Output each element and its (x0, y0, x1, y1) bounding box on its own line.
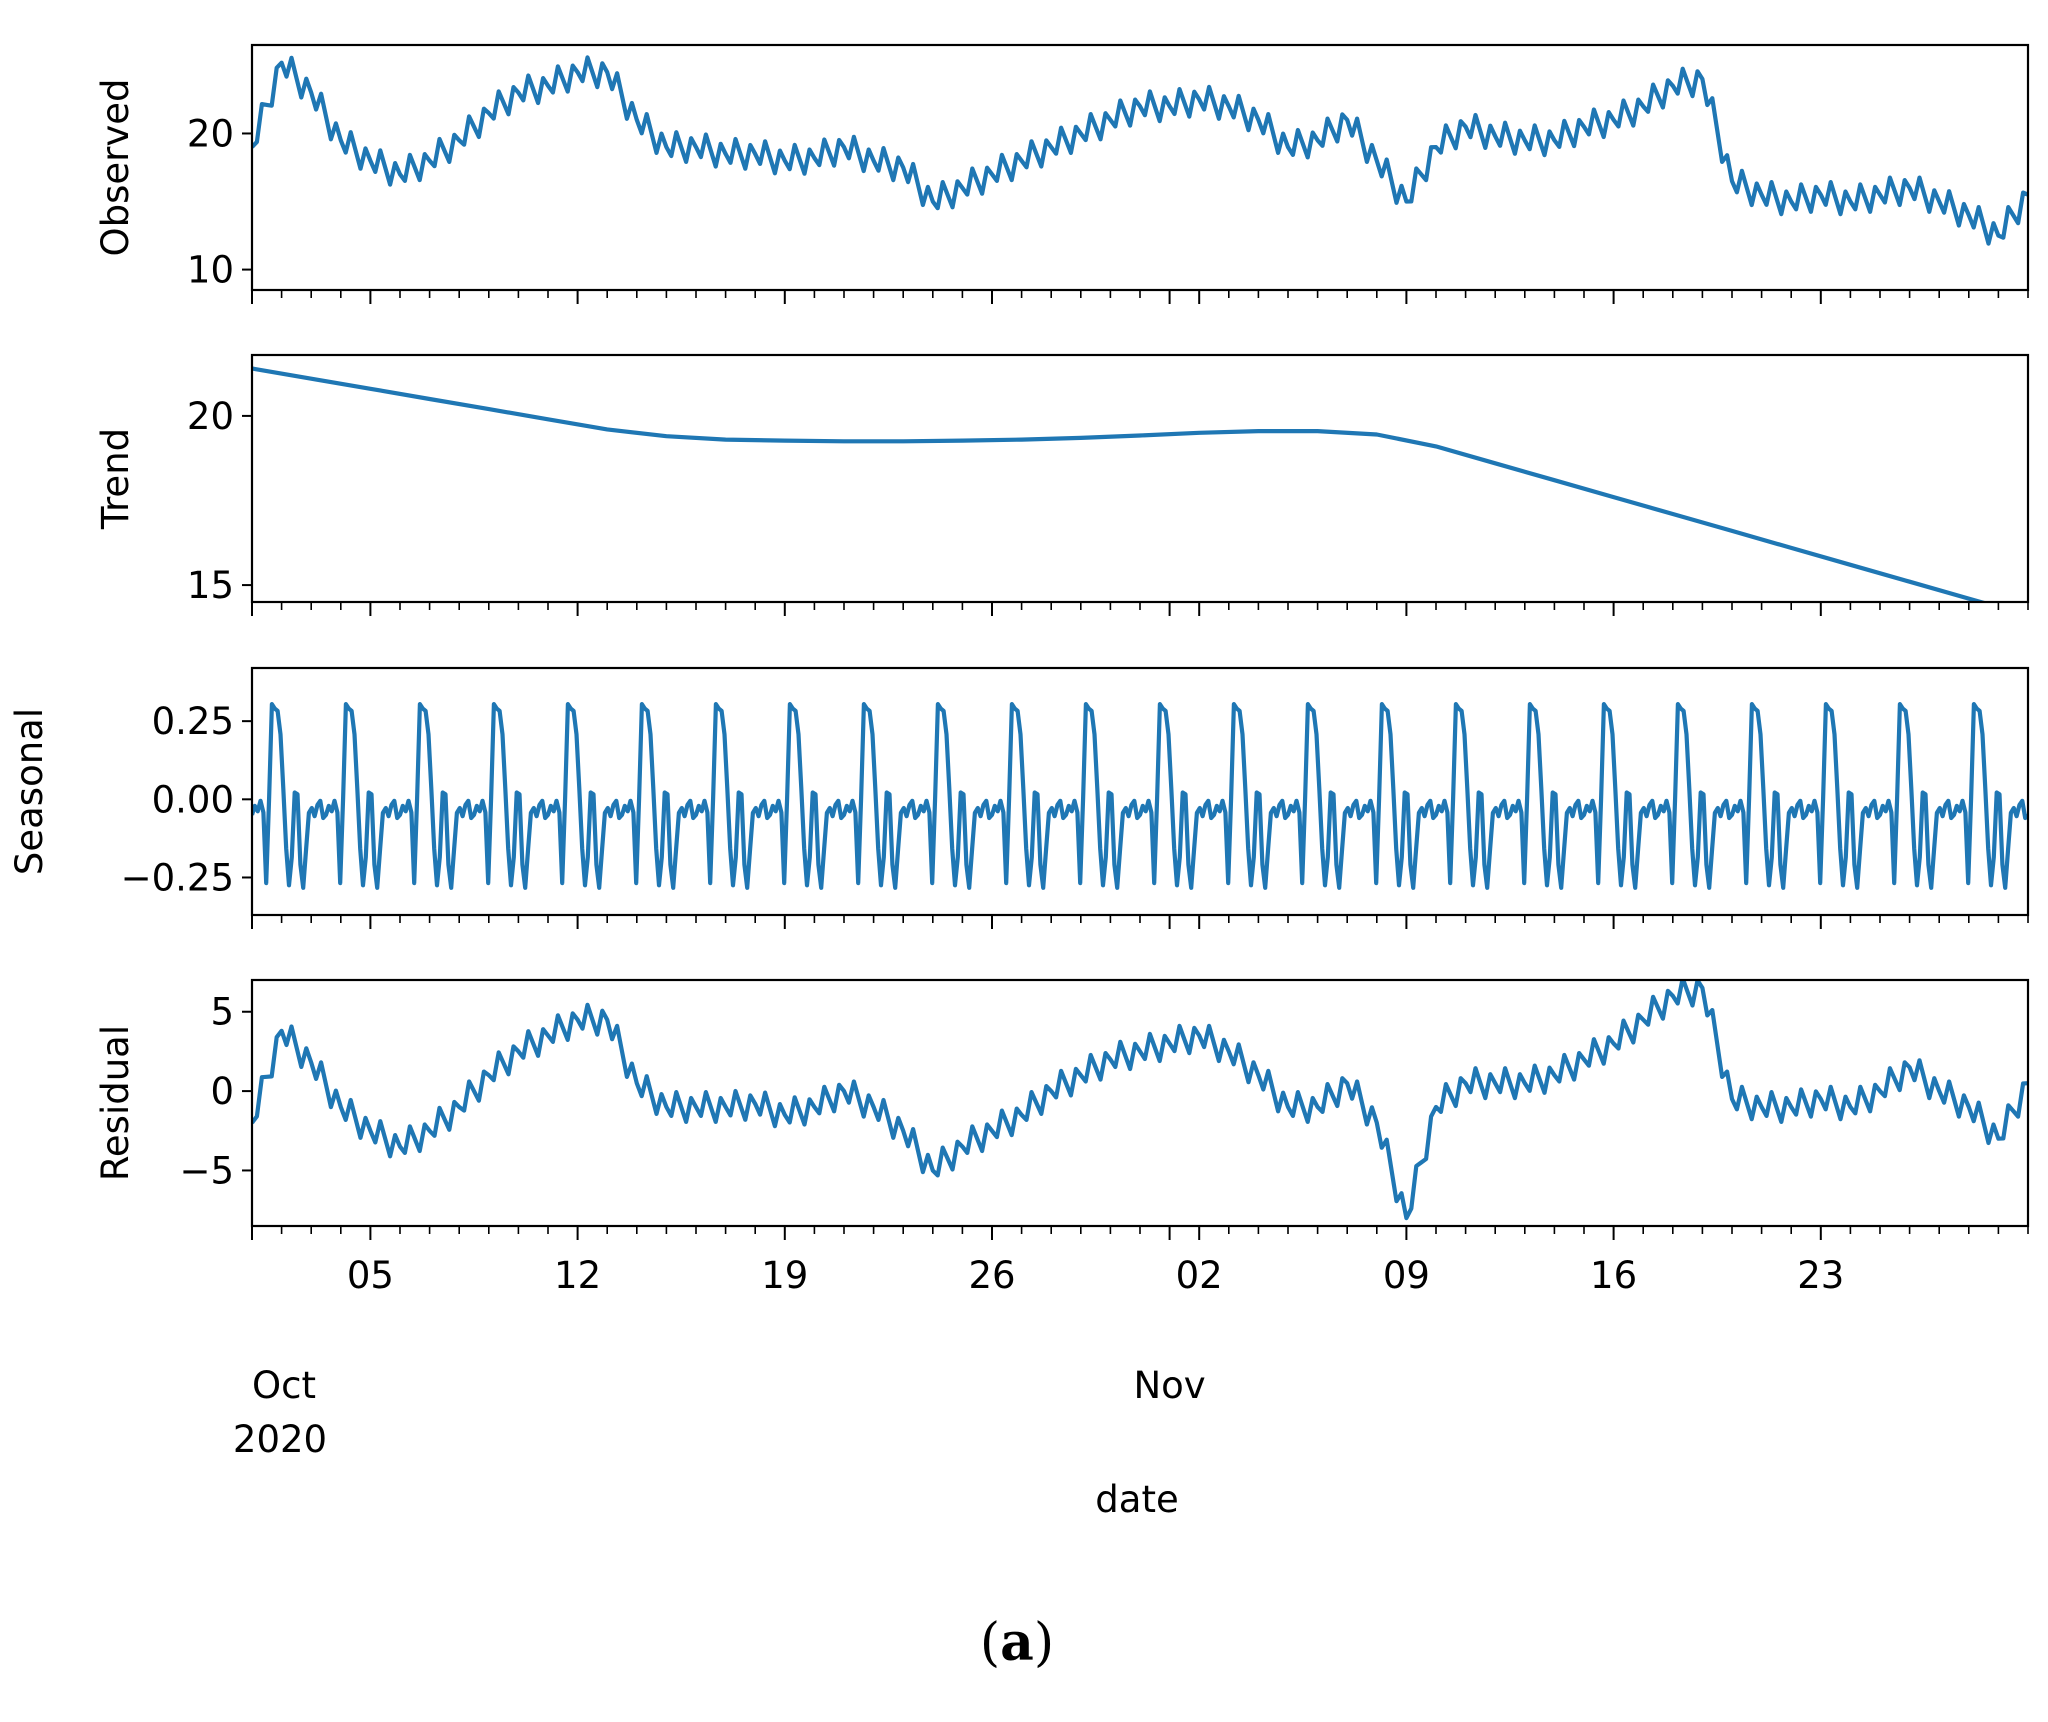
observed-y-axis-label: Observed (94, 78, 137, 256)
residual-y-tick-label: 5 (210, 991, 234, 1034)
seasonal-y-tick-label: 0.25 (152, 700, 234, 743)
x-year-label-2020: 2020 (233, 1418, 327, 1461)
x-tick-label: 23 (1797, 1254, 1844, 1297)
x-tick-label: 12 (554, 1254, 601, 1297)
figure-caption: (a) (980, 1612, 1054, 1673)
trend-y-axis-label: Trend (94, 428, 137, 530)
svg-text:(a): (a) (980, 1612, 1054, 1673)
panel-observed: 10 20 Observed (94, 43, 2030, 304)
observed-axes-frame (250, 43, 2030, 292)
x-tick-label: 09 (1383, 1254, 1430, 1297)
trend-axes-frame (250, 353, 2030, 604)
caption-open-paren: ( (980, 1613, 1000, 1673)
trend-y-tick-label: 20 (187, 395, 234, 438)
residual-y-tick-label: 0 (210, 1070, 234, 1113)
trend-series-line (252, 366, 1989, 602)
panel-seasonal: 0.25 0.00 −0.25 Seasonal (8, 666, 2030, 929)
panel-trend: 15 20 Trend (94, 353, 2030, 616)
panels-layer: 10 20 Observed 15 20 Trend 0.25 0.00 −0.25 Season… (8, 43, 2030, 1240)
seasonal-y-axis-label: Seasonal (8, 708, 51, 875)
x-tick-label: 26 (968, 1254, 1015, 1297)
observed-y-tick-label: 10 (187, 249, 234, 292)
x-month-label-nov: Nov (1133, 1364, 1205, 1407)
x-axis-label: date (1095, 1478, 1178, 1521)
seasonal-y-tick-label: −0.25 (121, 856, 234, 899)
observed-series-line (252, 55, 2028, 246)
x-tick-label: 16 (1590, 1254, 1637, 1297)
x-tick-label: 19 (761, 1254, 808, 1297)
residual-series-line (252, 980, 2028, 1221)
x-tick-label: 05 (347, 1254, 394, 1297)
trend-y-tick-label: 15 (187, 564, 234, 607)
residual-y-axis-label: Residual (94, 1025, 137, 1181)
x-tick-label: 02 (1176, 1254, 1223, 1297)
caption-close-paren: ) (1034, 1613, 1054, 1673)
panel-residual: 5 0 −5 Residual (94, 978, 2030, 1240)
observed-y-tick-label: 20 (187, 112, 234, 155)
seasonal-y-tick-label: 0.00 (152, 778, 234, 821)
seasonal-series-line (252, 702, 2028, 890)
x-axis: 05 12 19 26 02 09 16 23 Oct 2020 Nov dat… (233, 1254, 1844, 1521)
x-tick-labels: 05 12 19 26 02 09 16 23 (347, 1254, 1844, 1297)
x-month-label-oct: Oct (252, 1364, 316, 1407)
caption-letter: a (1000, 1612, 1034, 1673)
residual-y-tick-label: −5 (179, 1149, 234, 1192)
